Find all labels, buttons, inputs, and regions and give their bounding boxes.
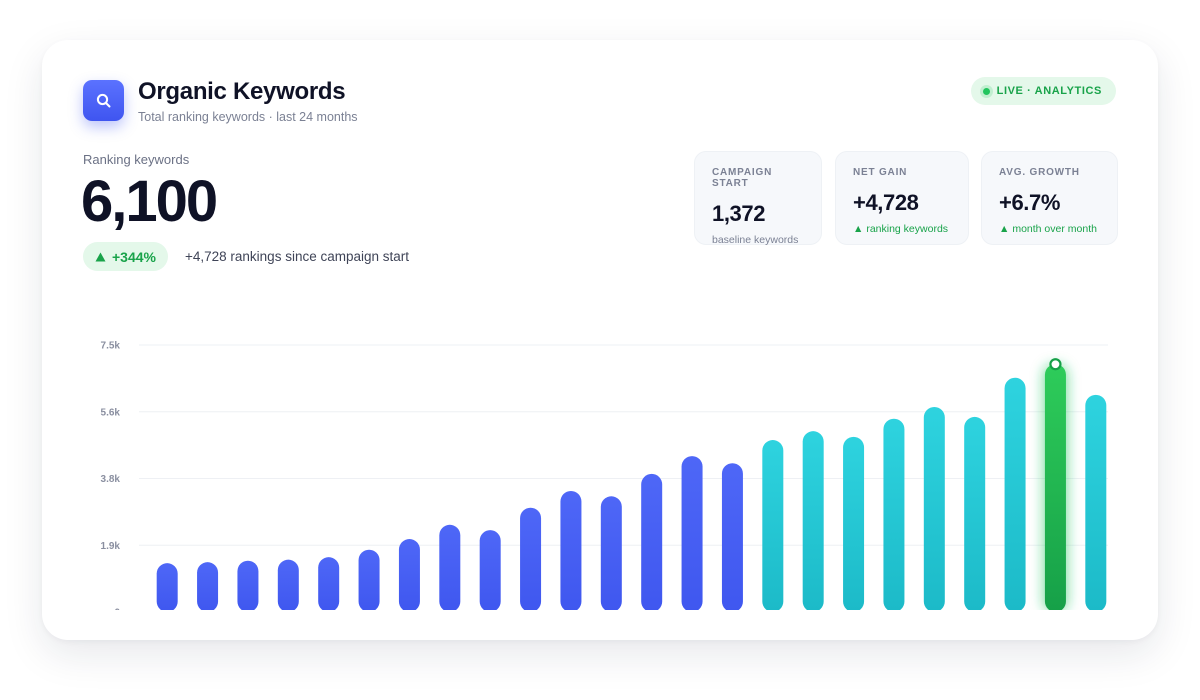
y-tick-label: 7.5k — [101, 341, 121, 352]
metric-label: Ranking keywords — [83, 152, 190, 167]
bar — [197, 562, 219, 612]
growth-pill-value: +344% — [112, 248, 156, 265]
stat-foot: ▲ ranking keywords — [853, 223, 951, 235]
y-tick-label: 0 — [114, 608, 120, 611]
bar — [237, 560, 259, 612]
bar — [520, 507, 542, 612]
y-tick-label: 3.8k — [101, 474, 121, 485]
triangle-up-icon: ▲ — [999, 223, 1010, 235]
bar-chart: 01.9k3.8k5.6k7.5kM1M4M8M12M16M20M24 — [42, 290, 1158, 637]
bar — [479, 530, 501, 612]
bar — [641, 473, 663, 612]
triangle-up-icon — [95, 252, 106, 261]
bar — [318, 557, 340, 612]
metric-value: 6,100 — [81, 169, 218, 234]
stat-card-avg-growth: AVG. GROWTH +6.7% ▲ month over month — [981, 151, 1118, 245]
bar-chart-svg: 01.9k3.8k5.6k7.5kM1M4M8M12M16M20M24 — [101, 341, 1108, 637]
bar — [398, 539, 420, 612]
stat-label: AVG. GROWTH — [999, 167, 1080, 178]
stat-label: NET GAIN — [853, 167, 908, 178]
bar — [600, 496, 622, 612]
live-status-badge: LIVE · ANALYTICS — [970, 77, 1116, 105]
bar — [439, 524, 461, 612]
bar — [156, 563, 178, 612]
stat-value: +6.7% — [999, 190, 1060, 215]
bar — [1004, 377, 1026, 612]
growth-pill: +344% — [83, 242, 168, 271]
bar — [883, 418, 905, 612]
bar — [721, 463, 743, 612]
stat-card-campaign-start: CAMPAIGN START 1,372 baseline keywords — [694, 151, 822, 246]
bar — [1085, 394, 1107, 612]
bar — [681, 456, 703, 612]
bar — [802, 431, 824, 612]
stat-label: CAMPAIGN START — [712, 167, 773, 189]
bar — [560, 490, 582, 612]
triangle-up-icon: ▲ — [853, 223, 864, 235]
live-status-label: LIVE · ANALYTICS — [996, 85, 1102, 97]
stat-value: +4,728 — [853, 190, 919, 215]
stat-foot-text: month over month — [1012, 223, 1097, 235]
bar — [923, 406, 945, 612]
stat-foot-text: baseline keywords — [712, 234, 799, 246]
logo-badge — [83, 80, 124, 121]
bar — [964, 416, 986, 612]
page-subtitle: Total ranking keywords · last 24 months — [138, 110, 358, 124]
search-icon — [96, 93, 110, 107]
stat-foot: ▲ month over month — [999, 223, 1100, 235]
bar — [277, 559, 299, 612]
stat-foot-text: ranking keywords — [866, 223, 949, 235]
stat-value: 1,372 — [712, 201, 766, 226]
bar — [358, 549, 380, 612]
bar-highlight — [1044, 364, 1066, 612]
stat-card-net-gain: NET GAIN +4,728 ▲ ranking keywords — [835, 151, 969, 245]
y-tick-label: 1.9k — [101, 541, 121, 552]
chart-card: Organic Keywords Total ranking keywords … — [42, 40, 1158, 640]
page-title: Organic Keywords — [138, 78, 346, 105]
y-tick-label: 5.6k — [101, 407, 121, 418]
bar — [762, 440, 784, 612]
growth-note: +4,728 rankings since campaign start — [185, 249, 410, 264]
stat-foot: baseline keywords — [712, 234, 804, 246]
highlight-marker — [1049, 358, 1062, 371]
bar — [843, 436, 865, 612]
live-dot-icon — [982, 87, 990, 95]
